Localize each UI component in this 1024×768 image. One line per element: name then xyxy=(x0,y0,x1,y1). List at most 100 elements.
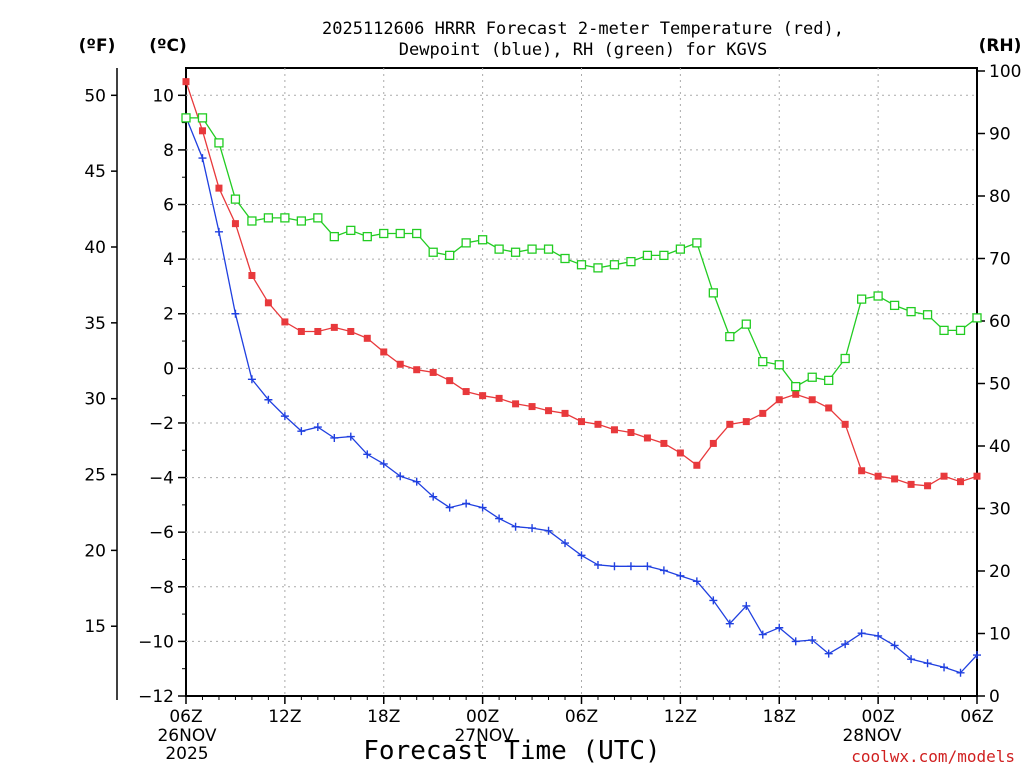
temperature-point xyxy=(891,475,899,483)
rh-point xyxy=(477,235,488,245)
temperature-point xyxy=(660,439,668,447)
temperature-point xyxy=(396,360,404,368)
temperature-point xyxy=(693,461,701,469)
temperature-point xyxy=(924,482,932,490)
celsius-axis-label: (ºC) xyxy=(149,36,187,56)
rh-point xyxy=(346,225,356,236)
dewpoint-point xyxy=(643,562,652,571)
dewpoint-point xyxy=(231,309,240,318)
celsius-tick-label: −12 xyxy=(138,687,174,707)
temperature-point xyxy=(198,127,206,135)
rh-tick-label: 20 xyxy=(989,562,1011,582)
rh-tick-label: 80 xyxy=(989,187,1011,207)
rh-point xyxy=(675,244,686,254)
temperature-point xyxy=(709,439,717,447)
fahrenheit-tick-label: 35 xyxy=(84,314,106,334)
temperature-point xyxy=(314,327,322,335)
rh-point xyxy=(527,244,537,254)
rh-point xyxy=(412,228,422,239)
x-axis-title: Forecast Time (UTC) xyxy=(363,736,660,766)
temperature-point xyxy=(330,323,338,331)
rh-axis-label: (RH) xyxy=(979,36,1022,56)
chart-title: 2025112606 HRRR Forecast 2-meter Tempera… xyxy=(322,19,844,39)
temperature-point xyxy=(413,366,421,374)
celsius-tick-label: −4 xyxy=(149,469,174,489)
rh-point xyxy=(181,113,191,123)
celsius-tick-label: 8 xyxy=(163,141,174,161)
dewpoint-point xyxy=(297,427,306,436)
rh-point xyxy=(197,113,208,123)
temperature-point xyxy=(775,396,783,404)
fahrenheit-axis-label: (ºF) xyxy=(79,36,116,56)
fahrenheit-tick-label: 20 xyxy=(84,541,106,561)
fahrenheit-tick-label: 15 xyxy=(84,617,106,637)
dewpoint-point xyxy=(956,668,965,677)
rh-point xyxy=(955,325,966,336)
rh-point xyxy=(840,353,850,364)
temperature-line xyxy=(185,81,978,487)
fahrenheit-tick-label: 25 xyxy=(84,466,106,486)
dewpoint-point xyxy=(775,623,784,632)
temperature-point xyxy=(462,388,470,396)
temperature-point xyxy=(182,78,190,86)
rh-point xyxy=(626,256,636,267)
rh-point xyxy=(692,238,702,248)
temperature-point xyxy=(940,472,948,480)
rh-tick-label: 60 xyxy=(989,312,1011,332)
celsius-tick-label: 2 xyxy=(163,305,174,325)
temperature-point xyxy=(610,426,618,434)
rh-point xyxy=(329,231,339,242)
dewpoint-point xyxy=(659,566,668,575)
temperature-point xyxy=(858,467,866,475)
temperature-point xyxy=(264,299,272,307)
x-tick-label: 18Z xyxy=(763,707,796,727)
fahrenheit-tick-label: 40 xyxy=(84,238,106,258)
rh-point xyxy=(494,244,504,254)
rh-point xyxy=(758,356,768,367)
dewpoint-point xyxy=(676,571,685,580)
dewpoint-point xyxy=(396,472,405,481)
dewpoint-point xyxy=(890,641,899,650)
dewpoint-point xyxy=(511,522,520,531)
rh-point xyxy=(461,238,471,248)
credit-link[interactable]: coolwx.com/models xyxy=(851,747,1015,766)
dewpoint-point xyxy=(313,423,322,432)
temperature-point xyxy=(429,368,437,376)
dewpoint-point xyxy=(561,539,570,548)
temperature-point xyxy=(363,334,371,342)
dewpoint-point xyxy=(874,631,883,640)
dewpoint-point xyxy=(280,412,289,421)
series-temperature xyxy=(182,78,981,490)
temperature-point xyxy=(726,420,734,428)
rh-point xyxy=(708,288,718,298)
dewpoint-point xyxy=(379,459,388,468)
rh-point xyxy=(972,313,982,323)
temperature-point xyxy=(561,409,569,417)
celsius-tick-label: 0 xyxy=(163,359,174,379)
temperature-point xyxy=(808,396,816,404)
rh-point xyxy=(889,300,900,311)
rh-point xyxy=(445,250,455,261)
celsius-tick-label: −10 xyxy=(138,632,174,652)
temperature-point xyxy=(231,220,239,228)
dewpoint-point xyxy=(462,499,471,508)
rh-point xyxy=(922,310,933,320)
temperature-point xyxy=(594,420,602,428)
temperature-point xyxy=(627,429,635,437)
dewpoint-point xyxy=(198,154,207,163)
rh-point xyxy=(313,213,323,223)
rh-point xyxy=(230,194,241,204)
celsius-tick-label: −8 xyxy=(149,578,174,598)
rh-point xyxy=(395,228,405,239)
rh-point xyxy=(906,306,916,317)
axes: 06Z 12Z 18Z 00Z 06Z 12Z 18Z 00Z 06Z26NOV202527NO… xyxy=(84,62,1021,764)
temperature-point xyxy=(446,377,454,385)
dewpoint-point xyxy=(445,503,454,512)
rh-point xyxy=(296,216,307,226)
rh-point xyxy=(807,372,817,382)
dewpoint-point xyxy=(626,562,635,571)
dewpoint-point xyxy=(742,601,751,610)
temperature-point xyxy=(528,403,536,411)
rh-point xyxy=(725,331,735,342)
